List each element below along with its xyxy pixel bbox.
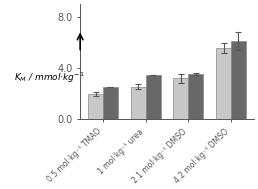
Bar bbox=[146, 74, 160, 119]
Bar bbox=[173, 78, 188, 119]
Bar bbox=[88, 94, 103, 119]
Bar bbox=[103, 87, 118, 119]
Bar bbox=[216, 48, 231, 119]
Bar bbox=[231, 41, 246, 119]
Text: $K_M$ / mmol·kg$^{-1}$: $K_M$ / mmol·kg$^{-1}$ bbox=[14, 71, 85, 85]
Bar bbox=[131, 87, 146, 119]
Bar bbox=[188, 74, 203, 119]
